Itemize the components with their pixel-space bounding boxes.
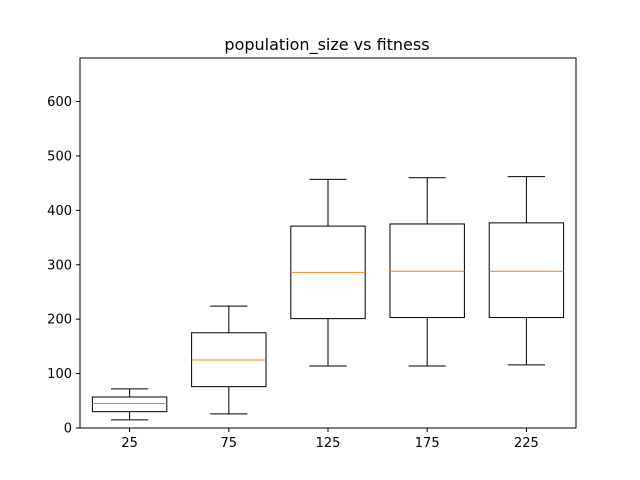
y-tick-label: 600 <box>47 95 72 110</box>
x-tick-label: 75 <box>221 436 238 451</box>
plot-area-frame <box>79 57 577 429</box>
box-group-225 <box>488 176 565 366</box>
box-iqr <box>488 222 565 319</box>
y-tick-label: 100 <box>47 367 72 382</box>
x-axis: 25 75 125 175 225 <box>121 428 539 451</box>
box-iqr <box>91 396 168 413</box>
box-group-25 <box>91 388 168 421</box>
chart-marks <box>91 176 565 421</box>
x-tick-label: 175 <box>415 436 440 451</box>
box-iqr <box>389 223 465 319</box>
x-tick-label: 225 <box>514 436 539 451</box>
box-group-125 <box>290 178 366 367</box>
y-tick-label: 400 <box>47 204 72 219</box>
y-axis: 0 100 200 300 400 500 600 <box>47 95 80 437</box>
chart-title: population_size vs fitness <box>224 35 429 55</box>
y-tick-label: 500 <box>47 149 72 164</box>
x-tick-label: 25 <box>121 436 138 451</box>
x-tick-label: 125 <box>316 436 341 451</box>
box-group-75 <box>191 305 267 415</box>
y-tick-label: 200 <box>47 313 72 328</box>
y-tick-label: 0 <box>64 422 72 437</box>
y-tick-label: 300 <box>47 258 72 273</box>
box-group-175 <box>389 177 465 367</box>
